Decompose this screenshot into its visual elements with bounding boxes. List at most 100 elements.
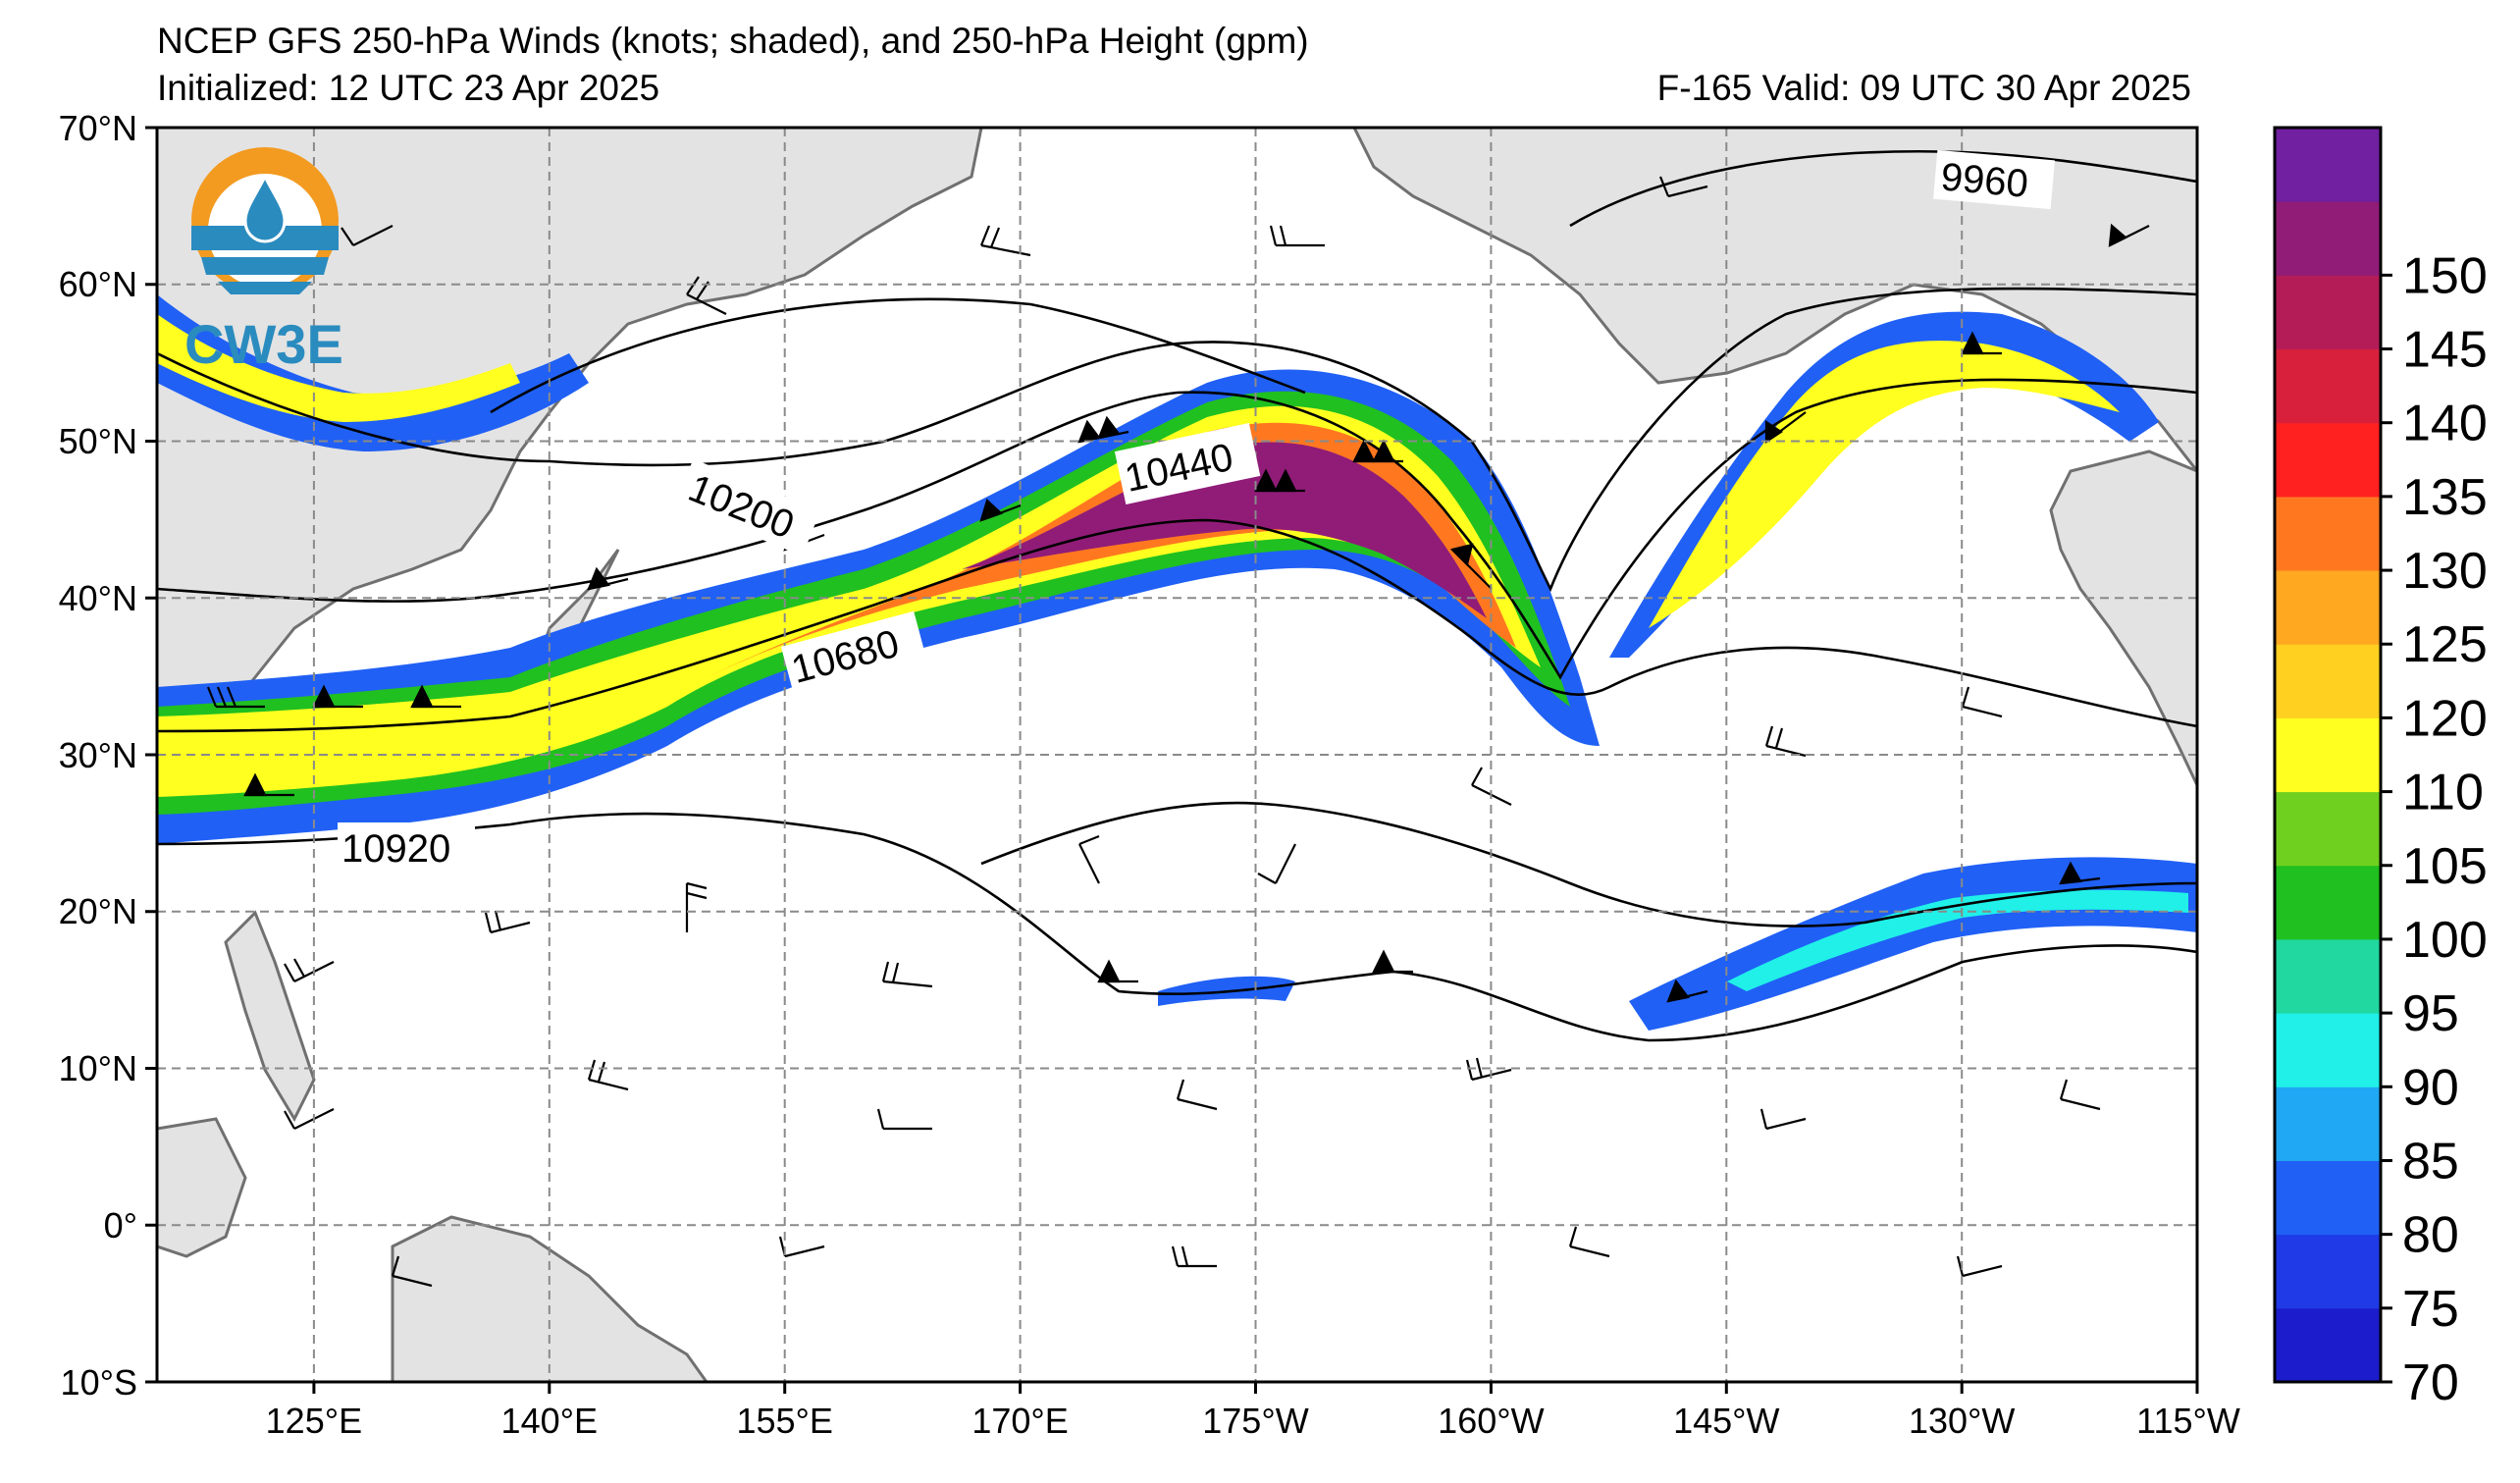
contour-9960 <box>1569 149 2197 228</box>
wind-barb <box>2108 223 2150 247</box>
lon-label: 115°W <box>2136 1401 2240 1441</box>
lat-label: 20°N <box>59 891 137 931</box>
wind-barb <box>881 961 933 988</box>
contour-10200 <box>157 287 2197 593</box>
colorbar-tick-label: 105 <box>2402 838 2488 895</box>
colorbar-tick-label: 100 <box>2402 912 2488 969</box>
colorbar-tick-label: 145 <box>2402 322 2488 379</box>
wind-barb <box>1568 1226 1610 1258</box>
contour-10920 <box>157 812 2197 1042</box>
wind-barb <box>206 686 265 709</box>
lon-label: 140°E <box>501 1401 598 1441</box>
colorbar-swatch <box>2275 938 2381 1014</box>
wind-barb <box>1961 686 2003 718</box>
colorbar-swatch <box>2275 201 2381 276</box>
colorbar-swatch <box>2275 1160 2381 1236</box>
wind-barb <box>1078 834 1100 884</box>
wind-barb <box>1449 543 1493 590</box>
wind-barb <box>1254 468 1305 493</box>
lat-label: 50°N <box>59 421 137 461</box>
colorbar-swatch <box>2275 865 2381 940</box>
japan-jet <box>157 294 589 451</box>
wind-barb <box>410 684 461 709</box>
colorbar-tick-label: 110 <box>2402 765 2484 821</box>
lat-label: 10°S <box>61 1362 137 1403</box>
wind-barb <box>1077 415 1129 444</box>
colorbar-swatch <box>2275 1013 2381 1087</box>
wind-barb <box>2059 861 2101 885</box>
lon-label: 130°W <box>1909 1401 2015 1441</box>
colorbar-tick-label: 95 <box>2402 985 2459 1042</box>
wind-barb <box>979 225 1031 257</box>
wind-barb <box>1171 1245 1217 1268</box>
wind-barb <box>979 498 1022 522</box>
graticule <box>157 128 2197 1382</box>
colorbar-tick-label: 70 <box>2402 1354 2459 1411</box>
contour-a <box>490 297 1306 414</box>
colorbar-swatch <box>2275 791 2381 867</box>
colorbar-tick-label: 90 <box>2402 1059 2459 1116</box>
wind-barb <box>1764 411 1807 445</box>
colorbar-swatches <box>2275 128 2381 1383</box>
chart-title: NCEP GFS 250-hPa Winds (knots; shaded), … <box>157 21 1309 61</box>
colorbar-swatch <box>2275 275 2381 350</box>
colorbar-tick-label: 75 <box>2402 1281 2459 1338</box>
colorbar-tick-label: 140 <box>2402 396 2488 452</box>
cw3e-logo: CW3E <box>184 147 343 375</box>
logo-text: CW3E <box>184 313 343 375</box>
contour-label-9960: 9960 <box>1939 155 2029 206</box>
lat-label: 10°N <box>59 1048 137 1088</box>
colorbar-swatch <box>2275 128 2381 202</box>
wind-barb <box>587 1059 629 1091</box>
lat-label: 70°N <box>59 108 137 148</box>
wind-barb <box>312 684 363 709</box>
wind-barb <box>1666 979 1708 1003</box>
longitude-labels: 125°E 140°E 155°E 170°E 175°W 160°W 145°… <box>266 1401 2240 1441</box>
colorbar-tick-label: 150 <box>2402 247 2488 304</box>
initialized-time: Initialized: 12 UTC 23 Apr 2025 <box>157 68 660 108</box>
wind-barb <box>391 1255 433 1288</box>
axis-ticks <box>145 126 2199 1394</box>
contour-10440 <box>157 378 2197 680</box>
colorbar-swatch <box>2275 348 2381 424</box>
main-jet-core <box>962 442 1487 618</box>
lat-label: 40°N <box>59 578 137 618</box>
wind-barb <box>876 1108 932 1131</box>
contour-b <box>980 801 2197 927</box>
contour-10680 <box>157 518 2197 733</box>
wind-barb <box>2059 1079 2101 1111</box>
wind-barb <box>1658 176 1708 198</box>
wind-barb <box>587 566 629 591</box>
lon-label: 155°E <box>736 1401 832 1441</box>
colorbar-swatch <box>2275 496 2381 571</box>
wind-barb <box>1961 331 2002 355</box>
colorbar-tick-label: 80 <box>2402 1207 2459 1264</box>
lon-label: 175°W <box>1202 1401 1308 1441</box>
borneo-island <box>157 1117 247 1258</box>
wind-barb <box>1257 843 1296 884</box>
lon-label: 125°E <box>266 1401 362 1441</box>
wind-barb <box>1352 439 1403 463</box>
wind-barb <box>1956 1255 2003 1278</box>
lat-label: 60°N <box>59 264 137 304</box>
wind-speed-shading <box>157 294 2197 1031</box>
colorbar-frame <box>2273 126 2383 1384</box>
colorbar-labels: 70 75 80 85 90 95 100 105 110 120 125 130 135 140 145 1… <box>2381 247 2488 1411</box>
colorbar-swatch <box>2275 1086 2381 1161</box>
lon-label: 160°W <box>1438 1401 1544 1441</box>
wind-barb <box>1759 1108 1807 1131</box>
north-america-coast <box>2049 450 2197 786</box>
wind-barb <box>1097 959 1138 983</box>
subtropical-jet-inner <box>1727 889 2188 991</box>
valid-time: F-165 Valid: 09 UTC 30 Apr 2025 <box>1656 68 2191 108</box>
colorbar: 70 75 80 85 90 95 100 105 110 120 125 130 135 140 145 1… <box>2273 126 2488 1411</box>
colorbar-swatch <box>2275 717 2381 793</box>
lat-label: 0° <box>104 1205 137 1245</box>
colorbar-tick-label: 85 <box>2402 1133 2459 1190</box>
latitude-labels: 70°N 60°N 50°N 40°N 30°N 20°N 10°N 0° 10… <box>59 108 137 1403</box>
colorbar-tick-label: 120 <box>2402 690 2488 747</box>
wind-barb <box>1176 1079 1218 1111</box>
colorbar-tick-label: 135 <box>2402 469 2488 526</box>
wind-barb <box>243 772 294 797</box>
